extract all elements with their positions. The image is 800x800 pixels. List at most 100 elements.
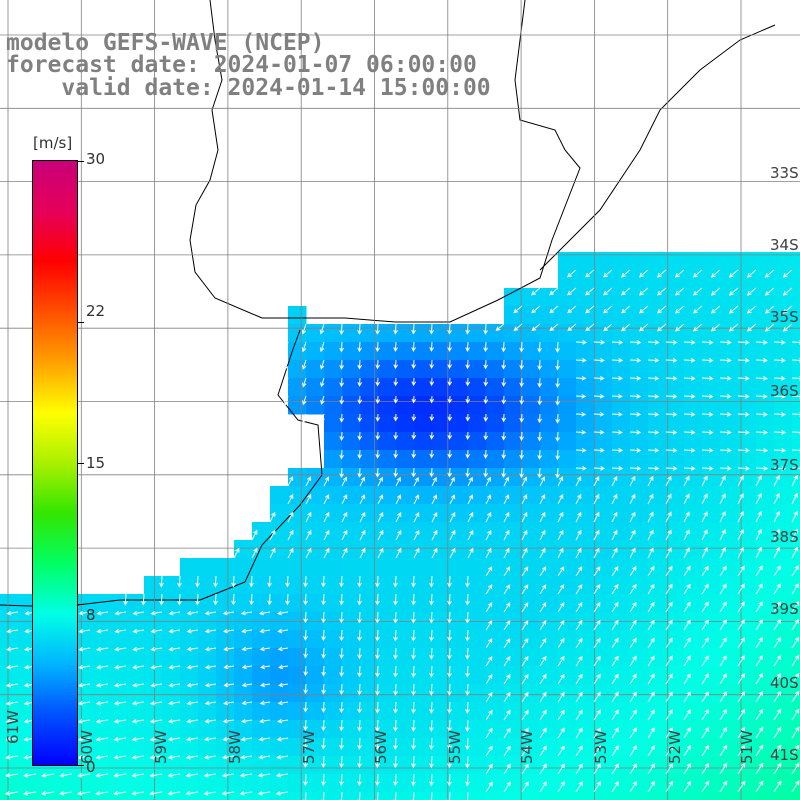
wind-arrow [737,708,746,721]
speed-cell [360,594,379,613]
wind-arrow [339,449,345,460]
speed-cell [594,504,613,523]
speed-cell [36,774,55,793]
speed-cell [630,378,649,397]
wind-arrow [113,754,127,760]
wind-arrow [701,565,709,577]
speed-cell [738,720,757,739]
speed-cell [180,738,199,757]
speed-cell [504,774,523,793]
wind-arrow [393,773,398,787]
speed-cell [216,738,235,757]
wind-arrow [302,413,307,424]
speed-cell [756,558,775,577]
wind-arrow [593,727,601,739]
wind-arrow [429,323,434,335]
speed-cell [648,486,667,505]
speed-cell [252,684,271,703]
speed-cell [18,648,37,667]
wind-arrow [701,394,714,399]
wind-arrow [213,575,218,588]
wind-arrow [755,619,763,631]
speed-cell [774,468,793,487]
speed-cell [666,738,685,757]
speed-cell [648,396,667,415]
wind-arrow [303,629,308,641]
speed-cell [252,702,271,721]
speed-cell [468,738,487,757]
wind-arrow [323,529,330,541]
speed-cell [432,684,451,703]
speed-cell [450,396,469,415]
wind-arrow [149,718,163,724]
speed-cell [288,720,307,739]
speed-cell [378,432,397,451]
coastline [0,0,776,608]
wind-arrow [447,413,453,422]
wind-arrow [665,583,673,595]
wind-arrow [393,647,398,660]
speed-cell [504,396,523,415]
speed-cell [666,486,685,505]
wind-arrow [719,376,732,381]
speed-cell [756,756,775,775]
speed-cell [324,450,343,469]
speed-cell [738,270,757,289]
wind-arrow [341,547,348,559]
speed-cell [594,360,613,379]
speed-cell [396,522,415,541]
speed-cell [270,738,289,757]
speed-cell [648,342,667,361]
wind-arrow [113,718,127,724]
speed-cell [576,738,595,757]
speed-cell [306,504,325,523]
speed-cell [198,558,217,577]
wind-arrow [521,620,529,631]
speed-cell [432,414,451,433]
speed-cell [666,378,685,397]
wind-arrow [665,511,672,523]
speed-cell [630,270,649,289]
wind-arrow [683,394,696,399]
speed-cell [324,684,343,703]
speed-cell [486,684,505,703]
speed-cell [792,306,800,325]
speed-cell [144,576,163,595]
speed-cell [612,738,631,757]
wind-arrow [710,323,721,332]
wind-arrow [557,745,565,757]
speed-cell [738,522,757,541]
speed-cell [270,774,289,793]
wind-arrow [429,737,434,751]
wind-arrow [357,413,363,423]
speed-cell [306,540,325,559]
speed-cell [612,378,631,397]
speed-cell [468,504,487,523]
speed-cell [288,504,307,523]
wind-arrow [531,323,541,332]
speed-cell [432,774,451,793]
speed-cell [90,720,109,739]
wind-arrow [259,718,271,724]
speed-cell [414,540,433,559]
wind-arrow [411,575,416,588]
wind-arrow [593,763,601,775]
wind-arrow [483,413,489,422]
speed-cell [378,756,397,775]
speed-cell [414,792,433,800]
speed-cell [540,450,559,469]
wind-arrow [764,287,775,296]
speed-cell [522,594,541,613]
wind-arrow [647,583,655,595]
wind-arrow [629,511,636,523]
wind-arrow [411,431,417,440]
speed-cell [324,396,343,415]
speed-cell [378,738,397,757]
wind-arrow [257,790,271,796]
speed-cell [702,324,721,343]
wind-arrow [755,762,764,775]
speed-cell [180,648,199,667]
wind-arrow [231,593,236,606]
wind-arrow [78,610,91,616]
wind-arrow [465,791,470,800]
